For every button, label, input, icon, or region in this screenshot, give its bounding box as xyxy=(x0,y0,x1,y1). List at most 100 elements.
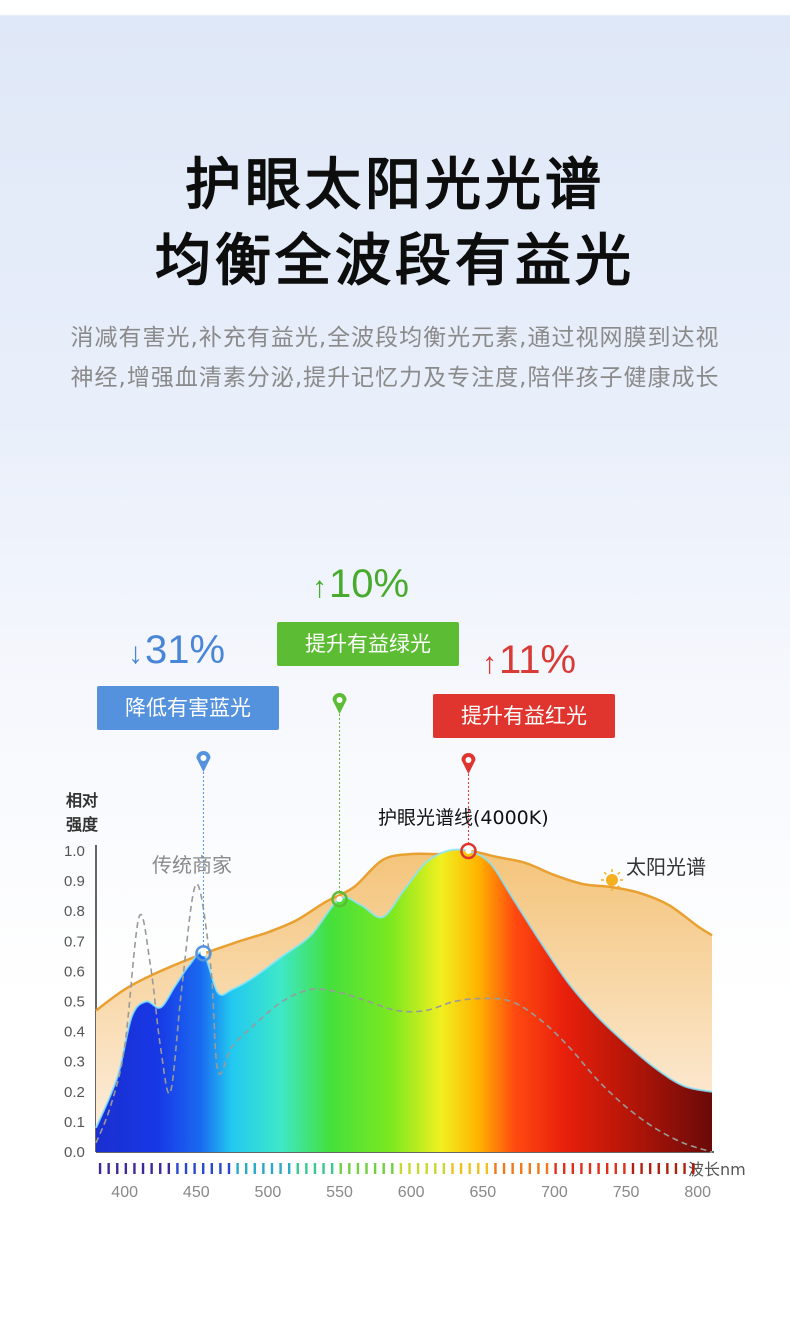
red-curve-marker-dot xyxy=(465,848,472,854)
page-subtitle: 均衡全波段有益光 xyxy=(155,229,635,294)
wavelength-strip-tick xyxy=(141,1163,145,1174)
y-tick-label: 0.6 xyxy=(64,963,85,980)
wavelength-strip-tick xyxy=(468,1163,471,1174)
wavelength-strip-tick xyxy=(442,1163,446,1174)
wavelength-strip-tick xyxy=(279,1163,282,1174)
green-percent: 10% xyxy=(329,562,410,606)
wavelength-strip-tick xyxy=(167,1163,171,1174)
wavelength-strip-tick xyxy=(202,1163,205,1174)
wavelength-strip-tick xyxy=(657,1163,660,1174)
wavelength-strip-tick xyxy=(597,1163,600,1174)
x-tick-label: 650 xyxy=(469,1184,496,1201)
wavelength-strip-tick xyxy=(356,1163,360,1174)
wavelength-strip-tick xyxy=(313,1163,317,1174)
wavelength-strip-tick xyxy=(571,1163,575,1174)
wavelength-strip-tick xyxy=(98,1163,102,1174)
wavelength-strip-tick xyxy=(348,1163,351,1174)
wavelength-strip-tick xyxy=(520,1163,523,1174)
wavelength-strip-tick xyxy=(459,1163,463,1174)
wavelength-strip-tick xyxy=(133,1163,136,1174)
wavelength-strip-tick xyxy=(184,1163,188,1174)
x-tick-label: 600 xyxy=(398,1184,425,1201)
location-pin-icon xyxy=(332,693,347,714)
y-axis-label: 强度 xyxy=(66,815,99,834)
wavelength-strip-tick xyxy=(674,1163,678,1174)
y-tick-label: 0.1 xyxy=(64,1114,85,1131)
green-curve-marker-dot xyxy=(336,896,343,903)
wavelength-strip-tick xyxy=(193,1163,196,1174)
location-pin-dot xyxy=(465,757,472,763)
y-tick-label: 0.8 xyxy=(64,903,85,920)
x-axis-label: 波长nm xyxy=(688,1160,746,1179)
wavelength-strip-tick xyxy=(296,1163,299,1174)
page-title: 护眼太阳光光谱 xyxy=(185,153,605,218)
sun-icon-ray xyxy=(617,885,621,889)
wavelength-strip-tick xyxy=(408,1163,411,1174)
y-tick-label: 0.9 xyxy=(64,873,85,890)
wavelength-strip-tick xyxy=(623,1163,626,1174)
y-tick-label: 0.3 xyxy=(64,1054,85,1071)
green-curve-marker xyxy=(331,890,348,908)
location-pin-dot xyxy=(200,755,207,761)
x-tick-label: 400 xyxy=(111,1184,138,1201)
eye-care-spectrum-area xyxy=(96,849,712,1152)
blue-curve-marker xyxy=(195,945,212,962)
location-pin-dot xyxy=(336,697,343,703)
wavelength-strip-tick xyxy=(339,1163,342,1174)
wavelength-strip-tick xyxy=(219,1163,222,1174)
eye-care-line-label: 护眼光谱线(4000K) xyxy=(378,807,549,829)
wavelength-strip-tick xyxy=(176,1163,179,1174)
wavelength-strip-tick xyxy=(580,1163,583,1174)
wavelength-strip-tick xyxy=(545,1163,549,1174)
y-tick-label: 1.0 xyxy=(64,843,85,860)
wavelength-strip-tick xyxy=(666,1163,669,1174)
blue-light-change: ↓31% xyxy=(128,628,225,673)
red-light-change: ↑11% xyxy=(482,638,576,683)
wavelength-strip-tick xyxy=(365,1163,368,1174)
sun-icon xyxy=(606,874,618,886)
y-tick-label: 0.0 xyxy=(64,1144,85,1161)
red-curve-marker xyxy=(460,842,477,860)
wavelength-strip-tick xyxy=(373,1163,377,1174)
wavelength-strip-tick xyxy=(330,1163,334,1174)
wavelength-strip-tick xyxy=(382,1163,385,1174)
boost-red-badge: 提升有益红光 xyxy=(433,694,615,738)
wavelength-strip-tick xyxy=(236,1163,239,1174)
x-tick-label: 500 xyxy=(255,1184,282,1201)
x-tick-label: 550 xyxy=(326,1184,353,1201)
eye-care-spectrum-line xyxy=(95,848,713,1129)
blue-percent: 31% xyxy=(145,628,226,672)
wavelength-strip-tick xyxy=(416,1163,420,1174)
wavelength-strip-tick xyxy=(262,1163,265,1174)
y-tick-label: 0.2 xyxy=(64,1084,85,1101)
boost-green-badge: 提升有益绿光 xyxy=(277,622,459,666)
wavelength-strip-tick xyxy=(691,1163,695,1174)
y-tick-label: 0.7 xyxy=(64,933,85,950)
green-light-change: ↑10% xyxy=(312,562,409,607)
x-tick-label: 700 xyxy=(541,1184,568,1201)
wavelength-strip-tick xyxy=(391,1163,394,1174)
wavelength-strip-tick xyxy=(124,1163,128,1174)
description-text: 消减有害光,补充有益光,全波段均衡光元素,通过视网膜到达视神经,增强血清素分泌,… xyxy=(70,325,720,391)
x-tick-label: 750 xyxy=(613,1184,640,1201)
wavelength-strip-tick xyxy=(116,1163,119,1174)
sun-spectrum-label: 太阳光谱 xyxy=(626,855,706,879)
y-tick-label: 0.5 xyxy=(64,994,85,1011)
sun-icon-ray xyxy=(603,871,607,875)
wavelength-strip-tick xyxy=(287,1163,291,1174)
wavelength-strip-tick xyxy=(305,1163,308,1174)
wavelength-strip-tick xyxy=(270,1163,274,1174)
wavelength-strip-tick xyxy=(494,1163,497,1174)
x-tick-label: 800 xyxy=(684,1184,711,1201)
wavelength-strip-tick xyxy=(322,1163,325,1174)
wavelength-strip-tick xyxy=(227,1163,231,1174)
wavelength-strip-tick xyxy=(528,1163,532,1174)
location-pin-icon xyxy=(461,753,476,774)
down-arrow-icon: ↓ xyxy=(128,637,143,670)
red-percent: 11% xyxy=(499,638,577,682)
wavelength-strip-tick xyxy=(425,1163,428,1174)
location-pin-icon xyxy=(196,751,211,772)
wavelength-strip-tick xyxy=(253,1163,256,1174)
wavelength-strip-tick xyxy=(588,1163,592,1174)
wavelength-strip-tick xyxy=(477,1163,480,1174)
